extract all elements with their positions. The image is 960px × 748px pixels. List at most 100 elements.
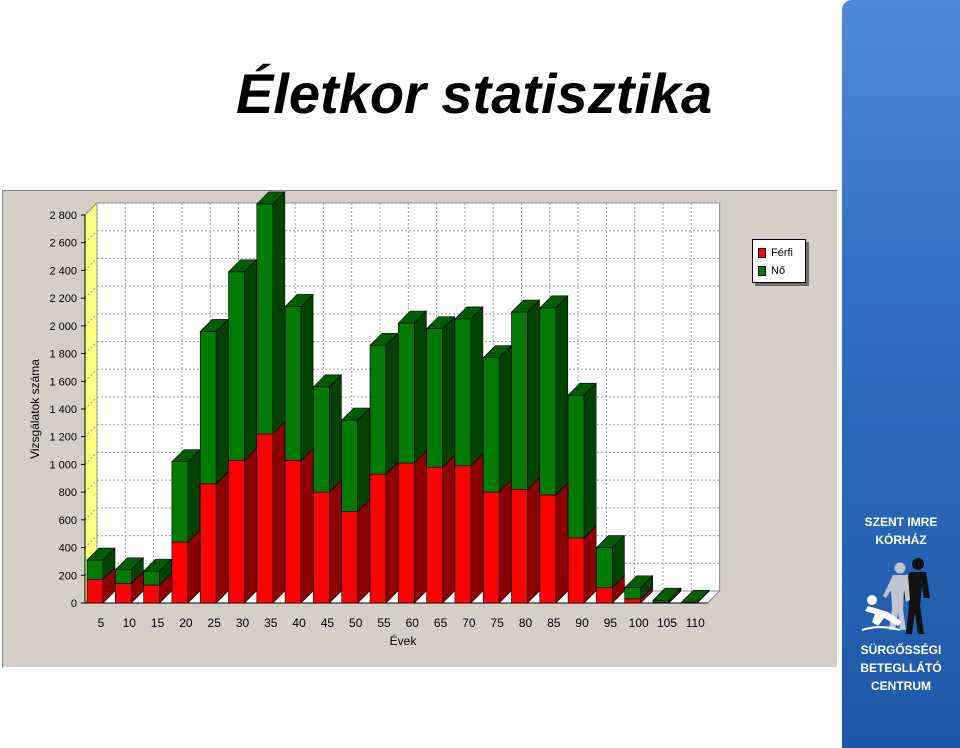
x-tick-label: 25 xyxy=(208,616,222,630)
legend-swatch-ferfi xyxy=(758,248,766,259)
bar-front-0-60 xyxy=(397,462,415,604)
bar-top-60 xyxy=(397,310,428,324)
bar-front-1-95 xyxy=(596,547,613,589)
x-tick-label: 5 xyxy=(98,616,105,630)
x-tick-label: 80 xyxy=(519,616,533,630)
bar-side-0-45 xyxy=(329,479,342,604)
bar-top-10 xyxy=(114,557,145,571)
y-gridline-wall xyxy=(84,424,98,438)
bar-top-100 xyxy=(623,575,654,589)
bar-top-95 xyxy=(595,535,626,548)
bar-front-0-25 xyxy=(199,483,217,604)
bar-front-1-35 xyxy=(256,203,274,435)
logo-text-korhaz: KÓRHÁZ xyxy=(875,533,927,547)
bar-front-1-5 xyxy=(86,559,104,580)
x-tick-label: 110 xyxy=(686,616,705,630)
bar-side-1-25 xyxy=(215,318,229,485)
bar-front-0-45 xyxy=(313,491,330,604)
chart-panel: 0 200 400 600 800 1 000 1 200 1 400 1 600 1 800 2 … xyxy=(2,190,838,668)
logo-text-betegellato: BETEGLLÁTÓ xyxy=(860,661,942,675)
bar-front-1-10 xyxy=(115,569,132,584)
y-tick-label: 400 xyxy=(59,543,77,555)
x-tick-label: 60 xyxy=(406,616,420,630)
x-tick-label: 20 xyxy=(179,616,193,630)
y-tick-label: 0 xyxy=(71,598,77,610)
bar-side-1-45 xyxy=(329,374,342,493)
bar-side-1-55 xyxy=(385,332,399,475)
bar-top-105 xyxy=(652,587,682,601)
legend-label-ferfi: Férfi xyxy=(771,247,793,259)
bar-front-1-25 xyxy=(199,331,217,485)
bar-front-0-55 xyxy=(369,473,387,604)
y-tick-label: 2 200 xyxy=(49,293,77,305)
slide-title: Életkor statisztika xyxy=(236,62,713,125)
chart-svg: 0 200 400 600 800 1 000 1 200 1 400 1 600 1 800 2 … xyxy=(28,191,721,648)
bar-side-0-20 xyxy=(187,529,201,604)
y-tick-label: 1 800 xyxy=(49,349,77,361)
bar-front-1-30 xyxy=(228,271,245,461)
y-tick-label: 200 xyxy=(59,570,77,582)
bar-side-0-65 xyxy=(442,454,455,604)
bar-side-1-60 xyxy=(413,310,427,464)
bar-side-0-60 xyxy=(413,450,427,604)
bar-side-1-90 xyxy=(583,382,597,539)
x-tick-label: 15 xyxy=(151,616,165,630)
bar-front-0-100 xyxy=(624,598,642,604)
y-gridline-wall xyxy=(84,258,98,271)
bar-front-1-65 xyxy=(426,328,443,468)
bar-side-0-90 xyxy=(583,525,597,604)
x-tick-label: 30 xyxy=(236,616,250,630)
bar-front-0-70 xyxy=(454,465,472,604)
legend-item-no: Nő xyxy=(758,264,785,278)
bar-top-40 xyxy=(284,294,314,307)
x-tick-label: 40 xyxy=(292,616,306,630)
bar-side-0-25 xyxy=(215,471,229,604)
y-gridline-wall xyxy=(84,507,98,521)
bar-front-1-105 xyxy=(652,599,670,603)
bar-side-0-30 xyxy=(244,447,257,604)
bar-top-25 xyxy=(199,319,229,332)
bar-side-1-35 xyxy=(272,191,286,435)
bar-front-0-90 xyxy=(567,537,585,604)
legend-swatch-no xyxy=(758,266,766,277)
bar-front-0-5 xyxy=(86,579,104,604)
y-tick-label: 2 600 xyxy=(49,238,77,250)
bar-side-1-80 xyxy=(527,299,540,491)
x-tick-label: 90 xyxy=(575,616,589,630)
legend-label-no: Nő xyxy=(771,265,786,277)
bar-side-0-80 xyxy=(527,476,540,604)
bar-front-0-30 xyxy=(228,459,245,604)
bar-front-1-55 xyxy=(369,344,387,475)
y-tick-label: 600 xyxy=(59,515,77,527)
bar-front-1-40 xyxy=(284,306,302,461)
bar-side-1-85 xyxy=(555,295,569,496)
bar-top-65 xyxy=(425,316,456,329)
bar-front-1-15 xyxy=(143,570,160,586)
y-tick-label: 1 400 xyxy=(49,404,77,416)
emergency-care-figures-icon xyxy=(861,558,930,634)
x-tick-label: 75 xyxy=(491,616,505,630)
bar-front-1-75 xyxy=(482,357,500,493)
x-tick-label: 35 xyxy=(264,616,278,630)
bar-front-1-80 xyxy=(511,311,528,490)
bar-top-20 xyxy=(171,449,201,462)
bar-side-1-40 xyxy=(300,293,314,461)
bar-top-90 xyxy=(567,382,597,396)
x-tick-label: 55 xyxy=(377,616,391,630)
x-tick-label: 50 xyxy=(349,616,363,630)
bar-front-1-60 xyxy=(397,322,415,464)
bar-side-0-55 xyxy=(385,461,399,604)
bar-front-0-80 xyxy=(511,489,528,604)
bar-front-1-100 xyxy=(624,587,642,600)
y-axis-title: Vizsgálatok száma xyxy=(28,359,42,459)
bar-side-0-50 xyxy=(357,498,371,604)
bar-side-0-75 xyxy=(498,479,512,604)
x-tick-label: 45 xyxy=(321,616,335,630)
bar-side-0-40 xyxy=(300,447,314,604)
bar-side-0-70 xyxy=(470,453,484,604)
y-tick-label: 2 800 xyxy=(49,210,77,222)
y-gridline-wall xyxy=(84,202,98,216)
x-axis-title: Évek xyxy=(390,633,418,648)
x-tick-label: 105 xyxy=(657,616,677,630)
y-tick-label: 800 xyxy=(59,487,77,499)
